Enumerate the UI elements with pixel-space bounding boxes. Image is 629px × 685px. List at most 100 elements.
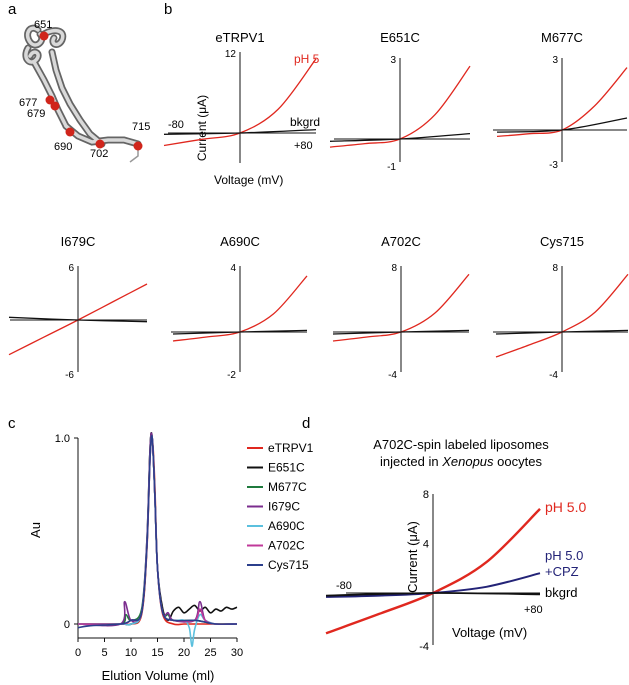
c-ytick-label-0: 0 xyxy=(64,619,70,631)
b-I679C-ytick-bottom: -6 xyxy=(65,370,74,381)
residue-label-702: 702 xyxy=(90,148,108,160)
d-A702C-liposomes-ytick-top: 8 xyxy=(423,489,429,501)
panel-letter-c: c xyxy=(8,415,16,432)
b-I679C-chart: I679C 6 -6 xyxy=(8,234,148,381)
c-xtick-label-30: 30 xyxy=(231,647,243,659)
d-label-ph-cpz-2: +CPZ xyxy=(545,564,579,579)
residue-label-690: 690 xyxy=(54,141,72,153)
c-legend-label-E651C: E651C xyxy=(268,461,305,475)
residue-sphere-679 xyxy=(50,101,60,111)
b-Cys715-chart: Cys715 8 -4 xyxy=(493,234,629,381)
c-series-I679C xyxy=(77,432,238,627)
c-xtick-label-15: 15 xyxy=(151,647,163,659)
b-I679C-title: I679C xyxy=(61,234,96,249)
b-M677C-ytick-bottom: -3 xyxy=(549,160,558,171)
d-title-line1: A702C-spin labeled liposomes xyxy=(373,437,549,452)
b-A702C-ytick-top: 8 xyxy=(391,263,397,274)
residue-sphere-715 xyxy=(133,141,143,151)
d-xlabel: Voltage (mV) xyxy=(452,625,527,640)
b-A690C-chart: A690C 4 -2 xyxy=(171,234,308,381)
b-A690C-ytick-top: 4 xyxy=(230,263,236,274)
b-A702C-title: A702C xyxy=(381,234,421,249)
b-x-min-label: -80 xyxy=(168,119,184,131)
c-legend-label-A690C: A690C xyxy=(268,519,305,533)
b-eTRPV1-chart: eTRPV1 12 xyxy=(163,30,317,163)
panel-letter-a: a xyxy=(8,1,17,18)
residue-sphere-690 xyxy=(65,127,75,137)
residue-label-677: 677 xyxy=(19,97,37,109)
b-E651C-chart: E651C 3 -1 xyxy=(329,30,471,173)
b-A702C-series-1 xyxy=(332,329,470,335)
b-Cys715-title: Cys715 xyxy=(540,234,584,249)
c-series-A702C xyxy=(77,434,238,626)
b-eTRPV1-ytick-top: 12 xyxy=(225,49,237,60)
c-series-Cys715 xyxy=(77,434,238,629)
b-I679C-series-1 xyxy=(8,316,148,323)
b-E651C-ytick-bottom: -1 xyxy=(387,162,396,173)
c-legend-label-A702C: A702C xyxy=(268,539,305,553)
d-x-min-label: -80 xyxy=(336,580,352,592)
b-ylabel: Current (μA) xyxy=(195,95,209,161)
c-xtick-label-25: 25 xyxy=(204,647,216,659)
residue-sphere-702 xyxy=(95,139,105,149)
b-eTRPV1-title: eTRPV1 xyxy=(215,30,264,45)
c-xtick-label-20: 20 xyxy=(178,647,190,659)
d-title-line2-post: oocytes xyxy=(494,454,543,469)
d-A702C-liposomes-ytick-bottom: -4 xyxy=(419,641,429,653)
c-chart: 0 5 10 15 20 25 30 0 1.0 eTRPV1 E651C M677C I679C A69… xyxy=(55,432,314,659)
d-title-line2-pre: injected in xyxy=(380,454,442,469)
c-xlabel: Elution Volume (ml) xyxy=(102,668,215,683)
c-legend-label-Cys715: Cys715 xyxy=(268,558,309,572)
b-xlabel: Voltage (mV) xyxy=(214,173,283,187)
c-series-eTRPV1 xyxy=(77,435,237,626)
b-Cys715-ytick-top: 8 xyxy=(552,263,558,274)
c-ytick-label-1: 1.0 xyxy=(55,433,70,445)
b-M677C-chart: M677C 3 -3 xyxy=(493,30,628,171)
residue-label-679: 679 xyxy=(27,108,45,120)
protein-structure-illustration xyxy=(22,24,143,163)
d-ylabel: Current (μA) xyxy=(405,521,420,593)
c-series-E651C xyxy=(77,432,238,626)
d-label-ph-cpz-1: pH 5.0 xyxy=(545,548,583,563)
c-legend-label-M677C: M677C xyxy=(268,480,307,494)
residue-sphere-651 xyxy=(39,31,49,41)
b-E651C-series-1 xyxy=(329,132,471,142)
b-E651C-ytick-top: 3 xyxy=(390,55,396,66)
c-legend-label-eTRPV1: eTRPV1 xyxy=(268,441,314,455)
b-x-max-label: +80 xyxy=(294,140,313,152)
d-x-max-label: +80 xyxy=(524,604,543,616)
b-A702C-chart: A702C 8 -4 xyxy=(332,234,470,381)
c-series-A690C xyxy=(77,434,238,648)
b-label-bkgrd: bkgrd xyxy=(290,115,320,129)
c-ylabel: Au xyxy=(28,522,43,538)
b-Cys715-series-1 xyxy=(495,329,629,335)
b-A690C-series-1 xyxy=(172,329,308,335)
b-A690C-title: A690C xyxy=(220,234,260,249)
d-A702C-liposomes-series-2 xyxy=(325,592,541,597)
d-label-bkgrd: bkgrd xyxy=(545,585,578,600)
b-M677C-ytick-top: 3 xyxy=(552,55,558,66)
b-M677C-title: M677C xyxy=(541,30,583,45)
b-Cys715-ytick-bottom: -4 xyxy=(549,370,558,381)
b-A702C-ytick-bottom: -4 xyxy=(388,370,397,381)
residue-label-715: 715 xyxy=(132,121,150,133)
b-A690C-ytick-bottom: -2 xyxy=(227,370,236,381)
b-I679C-ytick-top: 6 xyxy=(68,263,74,274)
b-M677C-series-1 xyxy=(496,117,628,133)
residue-label-651: 651 xyxy=(34,19,52,31)
d-A702C-liposomes-chart: 8 4 -4 xyxy=(325,489,541,653)
panel-letter-b: b xyxy=(164,1,172,18)
d-A702C-liposomes-ytick-mid: 4 xyxy=(423,539,429,551)
d-title-line2-italic: Xenopus xyxy=(441,454,494,469)
c-series-M677C xyxy=(77,432,238,626)
d-label-ph: pH 5.0 xyxy=(545,499,586,515)
c-xtick-label-10: 10 xyxy=(125,647,137,659)
c-xtick-label-5: 5 xyxy=(101,647,107,659)
panel-letter-d: d xyxy=(302,415,310,432)
c-xtick-label-0: 0 xyxy=(75,647,81,659)
b-eTRPV1-series-1 xyxy=(163,128,317,135)
c-legend-label-I679C: I679C xyxy=(268,500,300,514)
residue-sphere-677 xyxy=(45,95,55,105)
b-E651C-title: E651C xyxy=(380,30,420,45)
